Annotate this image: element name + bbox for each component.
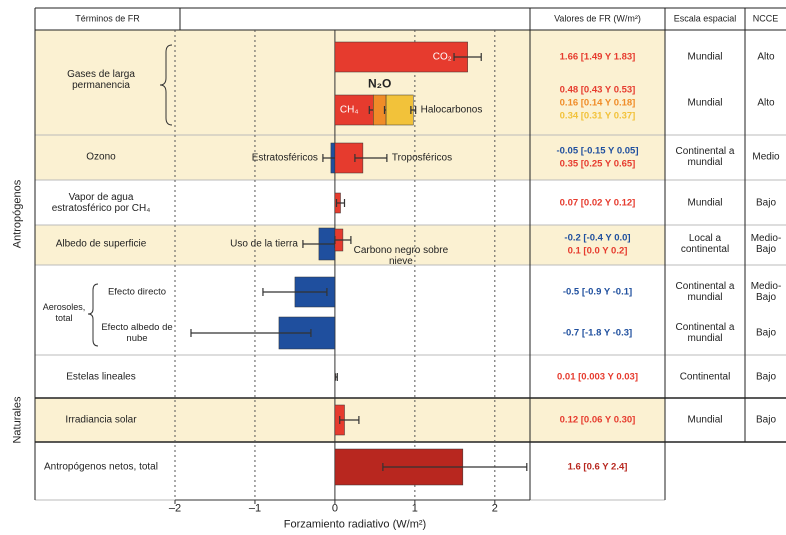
x-tick-label: –2 [168, 502, 182, 515]
value-label: 0.1 [0.0 Y 0.2] [567, 245, 628, 256]
brace [159, 44, 173, 126]
x-tick-label: 0 [331, 502, 338, 515]
error-bar [453, 53, 482, 61]
confidence: Bajo [755, 371, 776, 383]
value-label: 0.34 [0.31 Y 0.37] [559, 110, 636, 122]
value-label: -0.7 [-1.8 Y -0.3] [562, 327, 633, 339]
value-label: 0.35 [0.25 Y 0.65] [559, 158, 636, 169]
bar [385, 94, 414, 126]
error-bar [335, 199, 346, 207]
spatial-scale: Continental a mundial [675, 281, 735, 303]
spatial-scale: Continental [679, 371, 731, 383]
term-label: Antropógenos netos, total [44, 461, 158, 473]
column-header: NCCE [752, 13, 779, 24]
section-label: Naturales [11, 396, 24, 444]
section-label: Antropógenos [11, 179, 24, 249]
confidence: Alto [757, 51, 775, 63]
bar-name: Uso de la tierra [230, 238, 298, 250]
error-bar [339, 416, 360, 424]
confidence: Bajo [755, 197, 776, 209]
confidence: Medio-Bajo [750, 281, 782, 303]
spatial-scale: Mundial [687, 414, 723, 426]
term-label: Ozono [86, 151, 116, 163]
column-header: Valores de FR (W/m²) [554, 13, 641, 24]
spatial-scale: Mundial [687, 97, 723, 109]
bar-name: CO₂ [432, 51, 452, 63]
error-bar [354, 154, 388, 162]
x-tick-label: 1 [411, 502, 418, 515]
column-header: Escala espacial [673, 13, 737, 24]
error-bar [262, 288, 328, 296]
spatial-scale: Continental a mundial [675, 146, 735, 168]
bar-name: Efecto directo [107, 286, 167, 298]
spatial-scale: Mundial [687, 197, 723, 209]
error-bar [410, 106, 417, 114]
error-bar [382, 463, 528, 471]
value-label: 1.66 [1.49 Y 1.83] [559, 51, 636, 63]
confidence: Alto [757, 97, 775, 109]
value-label: 0.12 [0.06 Y 0.30] [559, 414, 636, 426]
value-label: 0.07 [0.02 Y 0.12] [559, 197, 636, 209]
value-label: 0.48 [0.43 Y 0.53] [559, 84, 636, 96]
bar-name: Carbono negro sobre nieve [353, 245, 449, 267]
bar-name: Efecto albedo de nube [101, 322, 173, 344]
bar-name: N₂O [368, 76, 392, 91]
row-shade [35, 225, 665, 265]
bar [334, 41, 468, 73]
value-label: 0.01 [0.003 Y 0.03] [557, 371, 638, 383]
error-bar [334, 236, 352, 244]
spatial-scale: Local a continental [680, 233, 730, 255]
value-label: 0.16 [0.14 Y 0.18] [559, 97, 636, 109]
spatial-scale: Mundial [687, 51, 723, 63]
term-label: Irradiancia solar [65, 414, 137, 426]
confidence: Bajo [755, 414, 776, 426]
x-tick-label: –1 [248, 502, 262, 515]
error-bar [190, 329, 312, 337]
value-label: 1.6 [0.6 Y 2.4] [567, 461, 628, 473]
term-label: Estelas lineales [66, 371, 136, 383]
x-tick-label: 2 [491, 502, 498, 515]
value-label: -0.05 [-0.15 Y 0.05] [556, 145, 639, 156]
confidence: Medio-Bajo [750, 233, 782, 255]
bar-name: CH₄ [339, 104, 359, 116]
spatial-scale: Continental a mundial [675, 322, 735, 344]
value-label: -0.5 [-0.9 Y -0.1] [562, 286, 633, 298]
confidence: Bajo [755, 327, 776, 339]
term-label: Vapor de agua estratosférico por CH₄ [51, 192, 151, 214]
brace [87, 283, 99, 347]
term-label: Albedo de superficie [55, 238, 147, 250]
value-label: -0.2 [-0.4 Y 0.0] [564, 232, 631, 243]
column-header: Términos de FR [75, 13, 140, 24]
bar-name: Halocarbonos [420, 104, 483, 116]
bar-name: Estratosféricos [251, 152, 318, 164]
x-axis-label: Forzamiento radiativo (W/m²) [283, 518, 427, 531]
error-bar [334, 373, 338, 381]
confidence: Medio [752, 151, 780, 163]
bar-name: Troposféricos [391, 152, 453, 164]
term-label: Gases de larga permanencia [67, 69, 135, 91]
term-label: Aerosoles, total [42, 301, 86, 323]
